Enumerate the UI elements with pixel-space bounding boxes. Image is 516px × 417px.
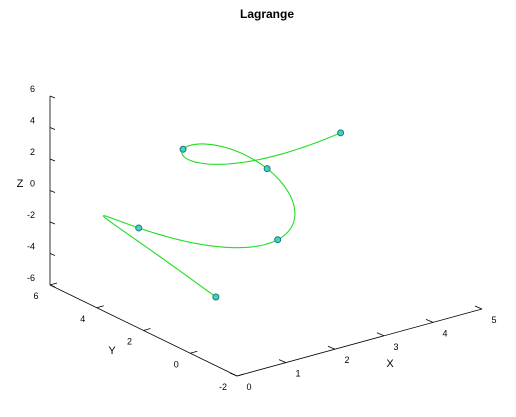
y-tick-label: -2	[219, 382, 227, 392]
x-tick-mark	[474, 305, 483, 310]
x-tick-label: 3	[393, 342, 398, 352]
z-tick-label: -4	[27, 242, 35, 252]
x-tick-label: 5	[491, 315, 496, 325]
control-point	[337, 129, 345, 137]
x-tick-mark	[229, 372, 238, 377]
x-tick-label: 4	[442, 328, 447, 338]
z-tick-label: 4	[30, 116, 35, 126]
axes	[49, 96, 483, 377]
x-tick-label: 0	[246, 382, 251, 392]
z-tick-mark	[49, 253, 56, 256]
y-tick-mark	[236, 373, 245, 377]
ticks: -6 -4 -2 0 2 4 6 -2 0 2 4 6 0 1 2 3 4 5	[27, 84, 497, 392]
y-axis-label: Y	[108, 345, 116, 357]
z-tick-mark	[49, 158, 56, 162]
x-tick-mark	[327, 345, 336, 350]
x-tick-mark	[376, 332, 385, 337]
y-tick-mark	[96, 305, 104, 309]
z-tick-mark	[49, 284, 56, 288]
x-tick-label: 1	[295, 369, 300, 379]
control-point	[135, 224, 143, 232]
z-tick-label: -2	[27, 210, 35, 220]
x-axis-label: X	[386, 358, 394, 370]
x-tick-mark	[425, 319, 434, 323]
y-tick-mark	[143, 328, 151, 331]
y-tick-label: 0	[174, 359, 179, 369]
y-tick-mark	[49, 282, 58, 286]
z-tick-mark	[49, 127, 56, 130]
chart-title: Lagrange	[240, 7, 294, 21]
control-point	[179, 145, 187, 153]
x-tick-mark	[278, 359, 287, 363]
control-point	[274, 236, 282, 244]
z-tick-label: 6	[30, 84, 35, 94]
y-tick-mark	[190, 350, 198, 354]
z-tick-mark	[49, 221, 56, 225]
z-tick-label: -6	[27, 273, 35, 283]
z-tick-label: 2	[30, 147, 35, 157]
control-point	[212, 293, 220, 301]
control-points	[135, 129, 345, 301]
y-tick-label: 2	[127, 337, 132, 347]
x-axis-line	[236, 308, 483, 377]
z-tick-mark	[49, 95, 56, 99]
y-tick-label: 4	[80, 314, 85, 324]
y-tick-label: 6	[33, 291, 38, 301]
z-tick-mark	[49, 190, 56, 193]
z-axis-label: Z	[17, 178, 24, 190]
control-point	[263, 165, 271, 173]
x-tick-label: 2	[344, 355, 349, 365]
z-tick-label: 0	[30, 179, 35, 189]
trajectory-curve	[102, 132, 341, 298]
